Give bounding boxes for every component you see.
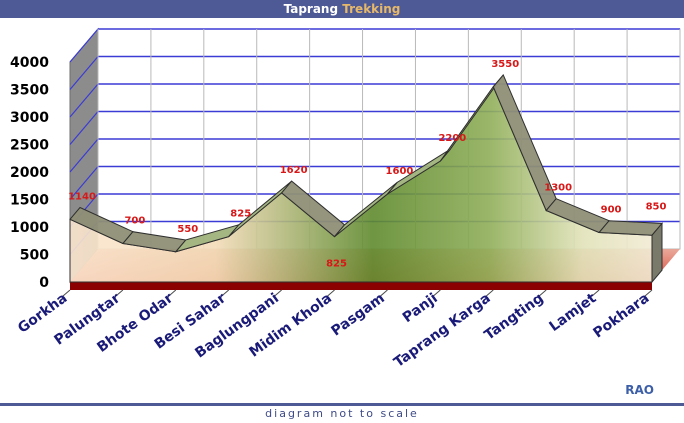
- category-label: Tangting: [482, 290, 547, 343]
- ribbon-segment: [598, 220, 664, 236]
- x-tick: [591, 289, 600, 297]
- gridline-side: [69, 138, 99, 173]
- elevation-chart: 1140 700 550 825 1620 825 1600 2200 3550 1300 900 8…: [10, 27, 681, 371]
- data-label: 850: [646, 201, 667, 212]
- x-tick: [485, 289, 494, 297]
- floor-edge: [70, 282, 652, 290]
- y-tick-label: 2500: [10, 138, 49, 154]
- category-label: Pokhara: [590, 290, 652, 341]
- y-tick-label: 500: [20, 248, 49, 264]
- x-tick: [380, 289, 388, 297]
- x-tick: [274, 289, 282, 297]
- data-label: 825: [230, 209, 251, 220]
- data-label: 2200: [438, 133, 466, 144]
- data-label: 900: [601, 205, 622, 216]
- category-label: Taprang Karga: [391, 290, 494, 371]
- x-tick: [327, 289, 335, 297]
- data-label: 550: [177, 224, 198, 235]
- y-tick-label: 4000: [10, 55, 49, 71]
- x-tick: [115, 289, 124, 297]
- x-tick: [644, 289, 653, 297]
- y-tick-label: 1000: [10, 220, 49, 236]
- y-tick-label: 3500: [10, 83, 49, 99]
- gridline-side: [69, 111, 99, 145]
- data-label: 825: [326, 259, 347, 270]
- gridline-side: [69, 83, 99, 118]
- data-label: 1600: [386, 166, 414, 177]
- y-tick-label: 2000: [10, 165, 49, 181]
- gridline-side: [69, 28, 99, 63]
- x-tick: [168, 289, 177, 297]
- data-label: 700: [124, 216, 145, 227]
- category-label: Pasgam: [328, 290, 387, 339]
- gridline-side: [69, 166, 99, 200]
- data-label: 1300: [544, 183, 572, 194]
- area-end-cap: [651, 222, 663, 284]
- category-label: Panji: [400, 290, 441, 326]
- chart-title-bar: Taprang Trekking: [0, 0, 684, 18]
- chart-title-accent: Trekking: [342, 2, 401, 16]
- x-tick: [221, 289, 230, 297]
- x-tick: [62, 289, 71, 297]
- y-tick-label: 1500: [10, 193, 49, 209]
- y-tick-label: 3000: [10, 110, 49, 126]
- author-credit: RAO: [625, 383, 654, 397]
- y-tick-label: 0: [39, 275, 49, 291]
- data-label: 3550: [491, 59, 519, 70]
- gridline-side: [69, 56, 99, 90]
- data-label: 1620: [280, 165, 308, 176]
- x-tick: [538, 289, 547, 297]
- chart-plot-layer: 1140 700 550 825 1620 825 1600 2200 3550 1300 900 8…: [10, 27, 681, 371]
- x-tick: [433, 289, 441, 297]
- scale-note: diagram not to scale: [0, 403, 684, 423]
- chart-title-main: Taprang: [283, 2, 339, 16]
- data-label: 1140: [68, 191, 96, 202]
